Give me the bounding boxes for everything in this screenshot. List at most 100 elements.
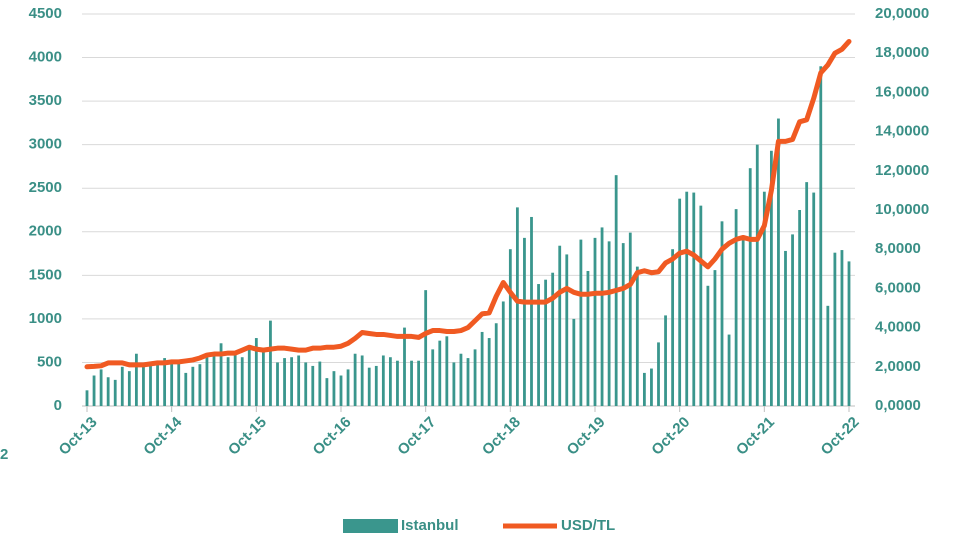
bar — [664, 315, 667, 406]
bar — [431, 349, 435, 406]
y2-tick-label: 14,0000 — [875, 123, 929, 140]
bar — [233, 351, 237, 406]
bar — [142, 366, 145, 406]
bar — [734, 209, 738, 406]
bar — [304, 362, 308, 406]
bar — [332, 371, 336, 406]
bar — [254, 338, 258, 406]
bar — [508, 249, 512, 406]
bar — [586, 270, 590, 406]
bar — [494, 323, 498, 406]
bar — [699, 205, 703, 406]
bar — [396, 360, 399, 406]
bar — [635, 266, 639, 406]
bar — [120, 366, 124, 406]
bar — [106, 377, 110, 406]
x-tick-label: Oct-21 — [733, 414, 778, 459]
bar — [92, 375, 96, 406]
x-tick-label: Oct-20 — [648, 414, 693, 459]
bar — [149, 362, 152, 406]
bar — [826, 305, 830, 406]
bar — [381, 355, 385, 406]
y-tick-label: 3500 — [29, 92, 62, 109]
bar — [480, 331, 484, 406]
bar — [748, 168, 752, 406]
y2-tick-label: 16,0000 — [875, 83, 929, 100]
legend-swatch — [343, 519, 398, 533]
x-tick-label: Oct-14 — [140, 413, 185, 458]
y2-tick-label: 20,0000 — [875, 5, 929, 22]
bar — [156, 360, 159, 406]
bar — [819, 66, 823, 407]
bar — [593, 237, 597, 406]
bar — [727, 334, 731, 406]
bar — [551, 272, 555, 406]
bar — [466, 358, 470, 406]
bar — [515, 207, 519, 406]
y2-tick-label: 6,0000 — [875, 279, 921, 296]
bar — [706, 285, 710, 406]
bar — [191, 366, 195, 406]
y-tick-label: 3000 — [29, 136, 62, 153]
bar — [99, 369, 103, 406]
y-tick-label: 1000 — [29, 310, 62, 327]
bar — [657, 342, 660, 406]
bar — [769, 150, 773, 406]
bar — [805, 182, 809, 406]
bar — [572, 318, 576, 406]
bar — [847, 261, 851, 406]
bar — [318, 361, 322, 406]
x-tick-label: Oct-18 — [479, 414, 524, 459]
bar — [388, 357, 392, 406]
bar — [261, 351, 265, 406]
bar — [628, 232, 632, 406]
y-tick-label: 0 — [54, 397, 62, 414]
bar — [410, 360, 413, 406]
y2-tick-label: 10,0000 — [875, 201, 929, 218]
bar — [346, 369, 350, 406]
bar — [530, 216, 533, 406]
bar — [325, 378, 329, 406]
bar — [650, 368, 653, 406]
bar — [269, 320, 272, 406]
bar — [311, 365, 315, 406]
bar — [452, 362, 456, 406]
bar — [205, 357, 209, 406]
bar — [127, 371, 131, 406]
bar — [445, 336, 449, 406]
bar — [607, 241, 611, 406]
bar — [283, 358, 286, 406]
y2-tick-label: 18,0000 — [875, 44, 929, 61]
bar — [741, 240, 745, 406]
bar — [784, 250, 787, 406]
bar — [692, 192, 696, 406]
bar — [240, 357, 244, 406]
bar — [501, 301, 505, 406]
bar — [833, 252, 837, 406]
bar — [113, 379, 117, 406]
line — [84, 38, 852, 370]
bar — [600, 227, 604, 406]
legend-label: USD/TL — [561, 517, 615, 534]
bar — [360, 355, 364, 406]
bar — [791, 234, 794, 406]
bar — [558, 245, 562, 406]
bar — [247, 346, 251, 406]
bar — [134, 353, 138, 406]
x-tick-label: Oct-22 — [818, 414, 863, 459]
bar — [424, 290, 428, 406]
bar — [579, 239, 583, 406]
x-tick-label: Oct-17 — [394, 414, 439, 459]
bar — [177, 362, 181, 406]
bar — [374, 365, 378, 406]
bar — [537, 284, 540, 406]
bar — [403, 327, 406, 406]
bar — [290, 357, 294, 406]
bar — [438, 340, 442, 406]
bar — [339, 375, 343, 406]
bar — [755, 144, 759, 406]
y2-tick-label: 0,0000 — [875, 397, 921, 414]
bar — [473, 349, 477, 406]
y-tick-label: 500 — [37, 353, 62, 370]
x-tick-label: Oct-19 — [564, 414, 609, 459]
